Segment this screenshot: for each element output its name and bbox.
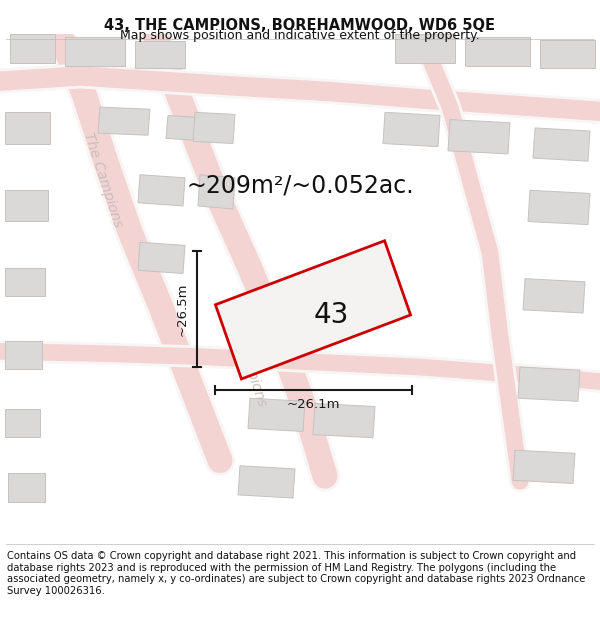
Polygon shape (523, 279, 585, 313)
Text: ~209m²/~0.052ac.: ~209m²/~0.052ac. (186, 173, 414, 197)
Polygon shape (5, 112, 50, 144)
Polygon shape (138, 242, 185, 274)
Polygon shape (98, 107, 150, 135)
Polygon shape (540, 39, 595, 68)
Text: ~26.5m: ~26.5m (176, 282, 189, 336)
Text: Map shows position and indicative extent of the property.: Map shows position and indicative extent… (120, 29, 480, 42)
Polygon shape (518, 367, 580, 401)
Text: The Campions: The Campions (225, 309, 269, 408)
Polygon shape (5, 190, 48, 221)
Polygon shape (135, 41, 185, 68)
Polygon shape (313, 403, 375, 437)
Polygon shape (5, 409, 40, 437)
Polygon shape (138, 175, 185, 206)
Text: ~26.1m: ~26.1m (287, 398, 340, 411)
Polygon shape (193, 112, 235, 144)
Text: 43: 43 (313, 301, 349, 329)
Polygon shape (198, 175, 235, 209)
Polygon shape (65, 38, 125, 66)
Polygon shape (465, 38, 530, 66)
Text: 43, THE CAMPIONS, BOREHAMWOOD, WD6 5QE: 43, THE CAMPIONS, BOREHAMWOOD, WD6 5QE (104, 18, 496, 32)
Polygon shape (248, 398, 305, 431)
Polygon shape (448, 119, 510, 154)
Polygon shape (166, 116, 200, 141)
Polygon shape (238, 466, 295, 498)
Polygon shape (10, 34, 55, 64)
Polygon shape (5, 341, 42, 369)
Text: Contains OS data © Crown copyright and database right 2021. This information is : Contains OS data © Crown copyright and d… (7, 551, 586, 596)
Polygon shape (533, 128, 590, 161)
Text: The Campions: The Campions (81, 131, 125, 229)
Polygon shape (513, 450, 575, 484)
Polygon shape (528, 190, 590, 224)
Polygon shape (215, 241, 410, 379)
Polygon shape (8, 473, 45, 502)
Polygon shape (5, 268, 45, 296)
Polygon shape (395, 34, 455, 64)
Polygon shape (383, 112, 440, 147)
